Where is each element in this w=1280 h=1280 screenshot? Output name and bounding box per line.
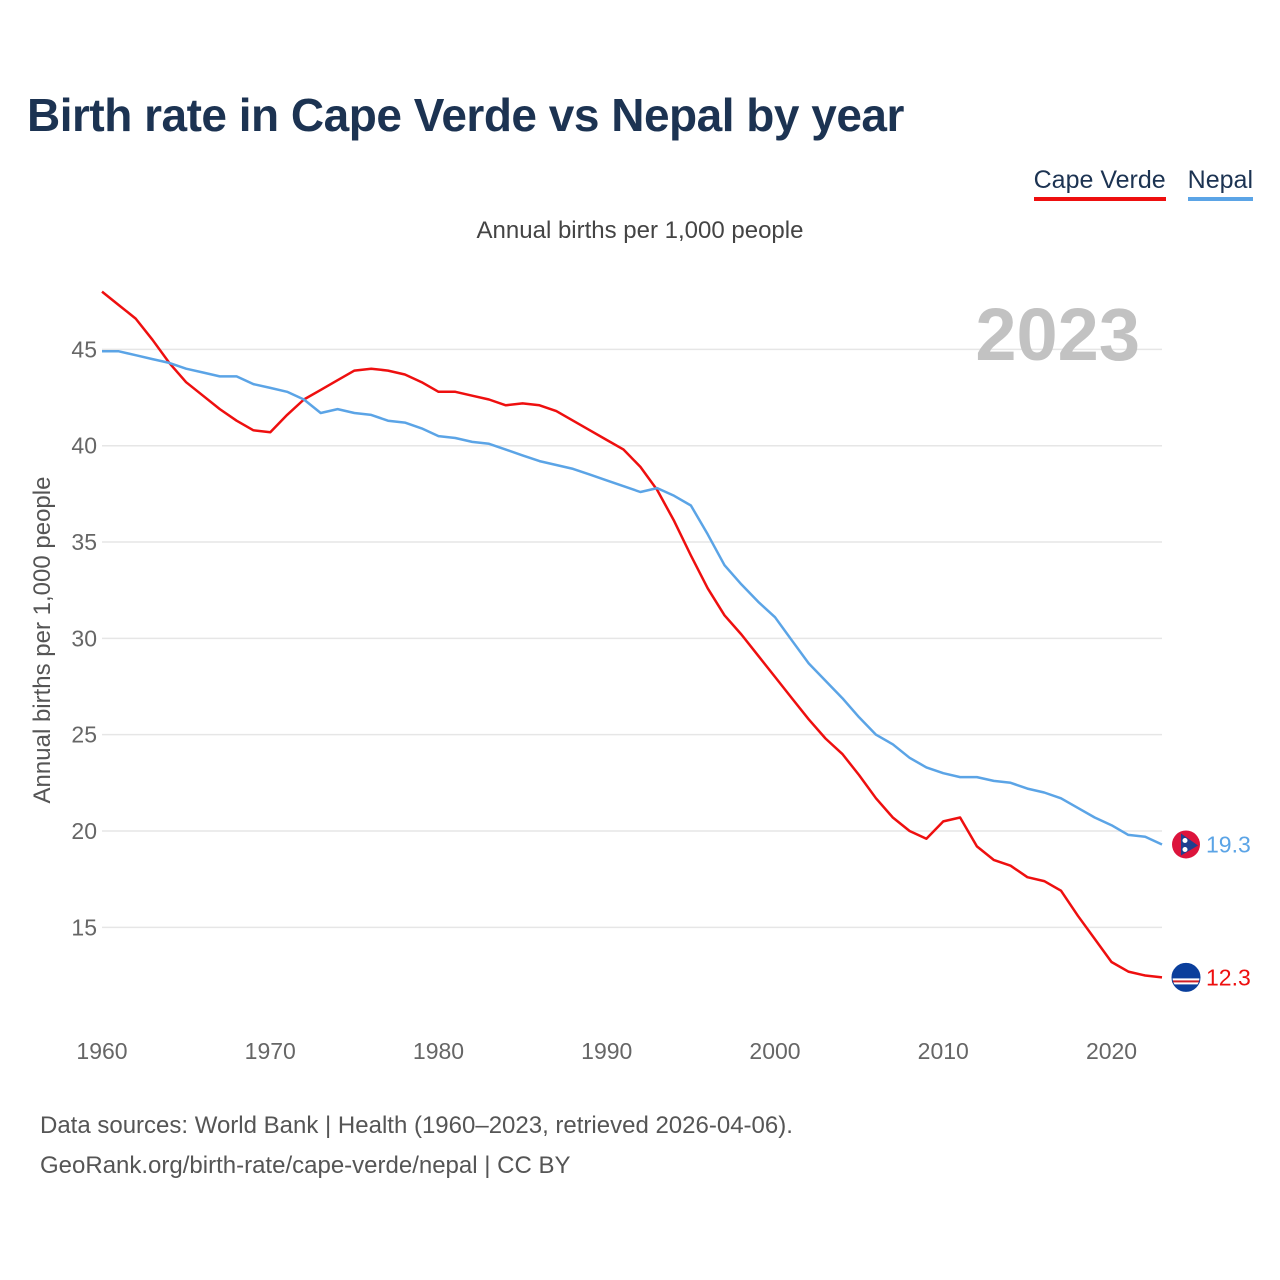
- x-tick-label: 1970: [245, 1038, 296, 1064]
- y-tick-label: 30: [71, 625, 97, 651]
- year-watermark: 2023: [975, 293, 1140, 376]
- flag-nepal-icon: [1172, 830, 1200, 859]
- data-source-note: Data sources: World Bank | Health (1960–…: [40, 1112, 793, 1139]
- x-tick-label: 1960: [76, 1038, 127, 1064]
- y-axis-label: Annual births per 1,000 people: [29, 477, 56, 804]
- x-tick-label: 2010: [918, 1038, 969, 1064]
- gridlines: [102, 348, 1162, 929]
- y-tick-label: 25: [71, 722, 97, 748]
- legend-item-cape-verde[interactable]: Cape Verde: [1033, 166, 1166, 201]
- x-axis-ticks: 1960 1970 1980 1990 2000 2010 2020: [76, 1038, 1137, 1064]
- y-tick-label: 45: [71, 336, 97, 362]
- y-tick-label: 40: [71, 433, 97, 459]
- footer: Data sources: World Bank | Health (1960–…: [40, 1106, 793, 1186]
- series-line-nepal[interactable]: [102, 350, 1163, 846]
- x-tick-label: 2020: [1086, 1038, 1137, 1064]
- chart-title: Birth rate in Cape Verde vs Nepal by yea…: [27, 89, 904, 141]
- legend-item-nepal[interactable]: Nepal: [1187, 166, 1253, 201]
- end-label-nepal: 19.3: [1206, 831, 1251, 857]
- flag-cape-verde-icon: [1171, 962, 1201, 992]
- x-tick-label: 1990: [581, 1038, 632, 1064]
- chart-subtitle: Annual births per 1,000 people: [476, 217, 804, 244]
- legend: Cape Verde Nepal: [1033, 166, 1253, 201]
- y-tick-label: 35: [71, 529, 97, 555]
- x-tick-label: 1980: [413, 1038, 464, 1064]
- y-tick-label: 15: [71, 914, 97, 940]
- y-tick-label: 20: [71, 818, 97, 844]
- source-url[interactable]: GeoRank.org/birth-rate/cape-verde/nepal …: [40, 1152, 571, 1179]
- x-tick-label: 2000: [749, 1038, 800, 1064]
- series-lines: [101, 290, 1163, 979]
- end-label-cape-verde: 12.3: [1206, 964, 1251, 990]
- y-axis-ticks: 15 20 25 30 35 40 45: [71, 336, 97, 940]
- end-markers: 12.3 19.3: [1171, 830, 1251, 992]
- series-line-cape-verde[interactable]: [101, 290, 1163, 979]
